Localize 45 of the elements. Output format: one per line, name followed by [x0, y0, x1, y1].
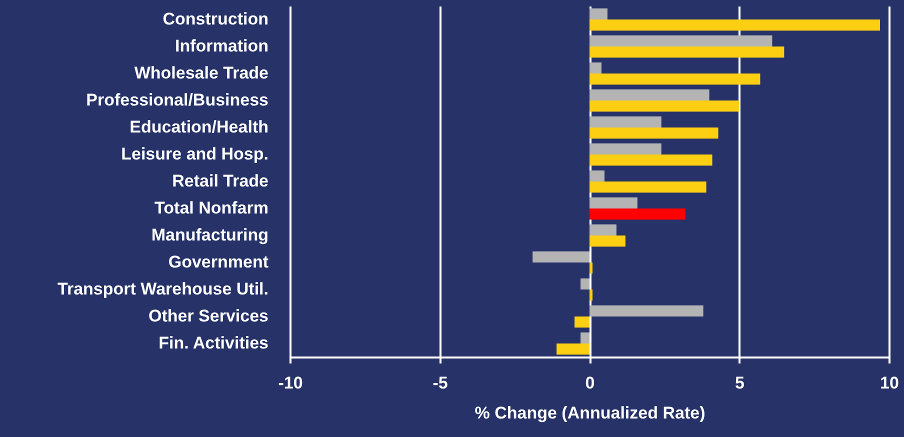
y-tick-label: Wholesale Trade	[134, 64, 268, 82]
bar	[590, 89, 710, 100]
bar	[590, 116, 662, 128]
bar	[590, 100, 740, 112]
x-axis-title: % Change (Annualized Rate)	[474, 404, 706, 422]
bar	[580, 332, 590, 344]
y-tick-label: Information	[175, 36, 268, 56]
bar	[532, 251, 590, 262]
bar	[590, 20, 880, 31]
y-tick-label: Government	[168, 252, 269, 272]
bar	[590, 236, 626, 247]
bar	[590, 143, 662, 154]
bar	[590, 290, 592, 301]
bar	[590, 197, 638, 208]
bar	[590, 8, 608, 20]
bar	[590, 170, 604, 182]
bar	[590, 305, 704, 316]
bar	[590, 182, 706, 193]
bar	[590, 154, 712, 166]
bar	[590, 35, 772, 46]
x-tick-label: -10	[278, 374, 303, 392]
y-tick-label: Construction	[162, 10, 268, 28]
bar	[590, 262, 592, 274]
y-tick-label: Education/Health	[130, 118, 268, 136]
bar	[580, 278, 590, 290]
bar	[590, 128, 718, 139]
x-tick-label: 10	[880, 374, 899, 392]
y-tick-label: Professional/Business	[86, 90, 268, 110]
bar	[590, 62, 602, 74]
x-tick-label: 5	[735, 374, 744, 392]
bar	[556, 344, 590, 355]
y-tick-label: Leisure and Hosp.	[121, 144, 268, 164]
bar	[590, 208, 686, 220]
x-tick-label: 0	[585, 374, 595, 392]
bar	[574, 316, 590, 328]
y-tick-label: Other Services	[148, 306, 268, 326]
y-tick-label: Transport Warehouse Util.	[58, 280, 268, 298]
y-tick-label: Manufacturing	[151, 226, 268, 244]
y-tick-label: Total Nonfarm	[154, 198, 268, 218]
x-tick-label: -5	[432, 374, 448, 392]
y-tick-label: Retail Trade	[172, 172, 268, 190]
bar	[590, 74, 760, 85]
bar	[590, 224, 616, 236]
y-tick-label: Fin. Activities	[158, 334, 268, 352]
bar	[590, 46, 784, 58]
